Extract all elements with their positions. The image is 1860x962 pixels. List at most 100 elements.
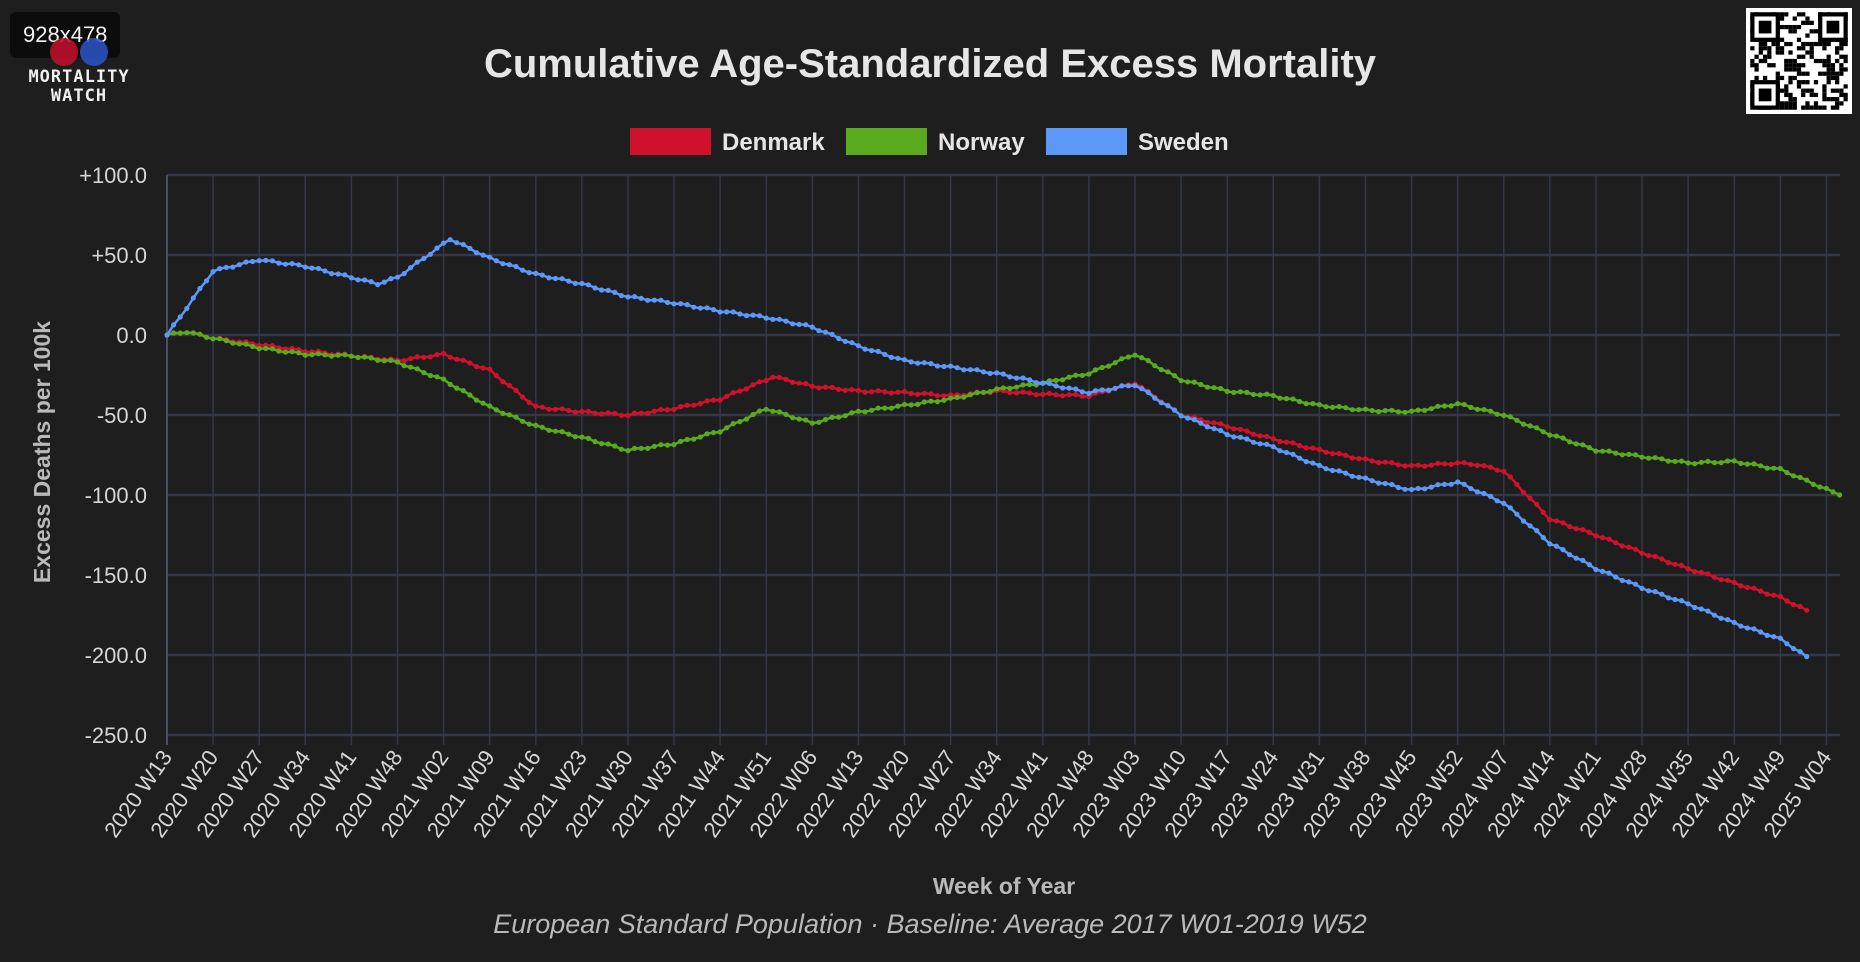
data-point [1316,402,1322,408]
data-point [915,360,921,366]
data-point [1290,396,1296,402]
data-point [1711,574,1718,580]
data-point [566,278,572,284]
data-point [552,406,559,412]
data-point [1422,486,1428,492]
data-point [671,442,677,448]
data-point [1804,654,1810,660]
data-point [184,305,190,312]
data-point [1731,458,1737,464]
data-point [1547,432,1553,438]
data-point [743,313,750,319]
legend-item-sweden[interactable]: Sweden [1046,128,1229,156]
data-point [1145,358,1151,364]
data-point [1567,552,1573,558]
data-point [1725,458,1731,464]
data-point [566,407,572,414]
data-point [1764,465,1770,471]
data-point [994,386,1000,392]
data-point [875,388,881,394]
data-point [711,307,717,313]
data-point [1027,390,1033,396]
data-point [454,356,460,362]
data-point [408,265,414,271]
data-point [414,366,420,372]
data-point [1474,462,1480,468]
data-point [671,406,677,412]
data-point [1362,406,1369,412]
data-point [1231,434,1237,440]
data-point [1573,441,1579,447]
data-point [506,383,512,389]
data-point [796,380,802,386]
data-point [717,309,723,315]
data-point [776,316,783,322]
data-point [289,261,295,267]
data-point [1718,460,1724,466]
data-point [809,383,815,389]
axis-layer: +100.0 +50.0 0.0 -50.0 -100.0 -150.0 -200.0 -25… [79,163,1836,842]
data-point [546,275,552,281]
data-point [849,410,855,416]
data-point [1020,389,1026,395]
data-point [1646,455,1652,461]
data-point [1764,591,1770,597]
data-point [1106,387,1112,393]
data-point [572,280,578,286]
legend-item-norway[interactable]: Norway [846,128,1025,156]
data-point [388,276,394,282]
data-point [1139,386,1145,392]
data-point [1389,481,1395,488]
data-point [908,402,914,408]
data-point [855,408,862,414]
data-point [1573,526,1579,532]
data-point [901,357,908,363]
data-point [776,409,783,415]
data-point [539,272,545,278]
data-point [1520,421,1527,427]
data-point [1066,385,1072,391]
data-point [1231,426,1237,432]
data-point [210,336,216,342]
data-point [1606,570,1612,576]
data-point [1593,448,1599,454]
data-point [1672,596,1678,603]
data-point [1698,569,1704,576]
data-point [1665,458,1671,464]
data-point [948,395,954,401]
chart-title: Cumulative Age-Standardized Excess Morta… [484,42,1377,86]
data-point [1777,635,1783,641]
data-point [994,370,1000,376]
data-point [691,304,697,310]
data-point [480,400,486,406]
data-point [1277,395,1283,401]
data-point [1204,424,1210,430]
series-line-denmark [166,331,1808,612]
data-point [1652,553,1658,560]
data-point [1362,475,1369,481]
data-point [1283,449,1290,456]
data-point [1507,414,1513,420]
data-point [434,374,440,380]
data-point [1560,520,1566,526]
data-point [1343,452,1349,458]
data-point [1731,579,1737,586]
data-point [559,406,565,412]
legend-item-denmark[interactable]: Denmark [630,128,825,156]
data-point [1079,393,1085,399]
data-point [691,402,697,408]
data-point [776,374,783,380]
data-point [717,429,723,435]
data-point [493,258,499,264]
data-point [1303,459,1309,465]
data-point [1264,441,1270,447]
data-point [1672,561,1678,567]
data-point [961,367,967,373]
data-point [500,261,506,267]
data-point [579,408,585,415]
data-point [1349,407,1355,413]
data-point [1402,486,1408,492]
data-point [1659,591,1665,597]
data-point [790,321,796,327]
data-point [599,411,605,417]
